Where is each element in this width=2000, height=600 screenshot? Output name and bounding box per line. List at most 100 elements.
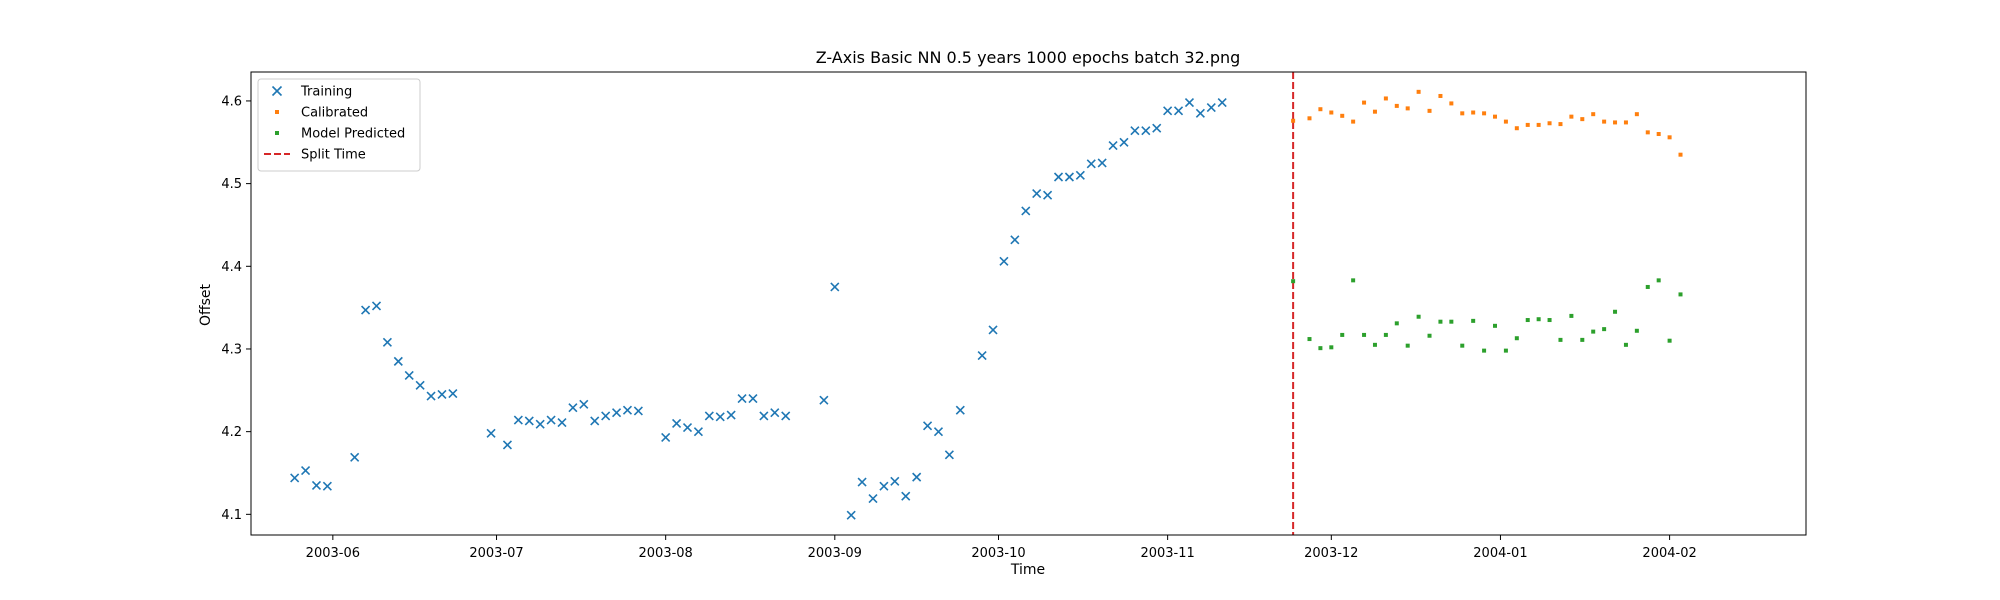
model-predicted-point: [1656, 278, 1661, 283]
model-predicted-point: [1547, 318, 1552, 323]
calibrated-point: [1482, 111, 1487, 116]
model-predicted-point: [1645, 284, 1650, 289]
series-calibrated: [1291, 89, 1683, 157]
training-point: [661, 432, 671, 443]
training-point-stroke: [568, 403, 578, 413]
training-point: [611, 408, 622, 418]
training-point: [1173, 106, 1184, 116]
y-axis: 4.1 4.2 4.3 4.4 4.5 4.6: [221, 94, 251, 523]
calibrated-point: [1416, 89, 1421, 94]
training-point-stroke: [382, 337, 392, 347]
training-point: [557, 417, 567, 428]
training-point-stroke: [1108, 141, 1118, 151]
calibrated-point: [1656, 132, 1661, 137]
model-predicted-point: [1569, 313, 1574, 318]
training-point-stroke: [857, 477, 867, 487]
training-point: [759, 411, 769, 421]
model-predicted-point: [1580, 337, 1585, 342]
model-predicted-point: [1678, 292, 1683, 297]
training-point-stroke: [290, 473, 300, 483]
y-tick-label: 4.1: [221, 508, 242, 523]
training-point: [682, 422, 693, 433]
training-point-stroke: [868, 494, 878, 504]
model-predicted-point: [1591, 329, 1596, 334]
training-point: [715, 412, 725, 422]
y-tick-label: 4.5: [221, 177, 242, 192]
training-point: [1032, 188, 1042, 199]
x-tick-label: 2003-10: [971, 546, 1025, 561]
training-point-stroke: [1184, 98, 1195, 108]
calibrated-point: [1558, 122, 1563, 127]
training-point-stroke: [748, 394, 758, 404]
model-predicted-point: [1427, 333, 1432, 338]
training-point-stroke: [682, 422, 693, 433]
training-point-stroke: [759, 411, 769, 421]
model-predicted-point: [1493, 323, 1497, 328]
model-predicted-point: [1372, 342, 1377, 347]
calibrated-point: [1602, 119, 1607, 124]
training-point-stroke: [1053, 172, 1064, 182]
training-point: [1086, 159, 1096, 169]
training-point-stroke: [955, 405, 965, 415]
x-axis-label: Time: [1010, 562, 1045, 578]
training-point: [311, 480, 322, 490]
training-point: [868, 494, 878, 504]
model-predicted-point: [1602, 327, 1607, 332]
training-point: [672, 418, 682, 428]
training-point-stroke: [546, 415, 556, 425]
model-predicted-point: [1503, 348, 1508, 353]
training-point-stroke: [704, 411, 714, 421]
training-point-stroke: [622, 405, 633, 415]
training-point: [944, 450, 954, 460]
calibrated-point: [1362, 100, 1367, 105]
training-point: [546, 415, 556, 425]
training-point: [486, 428, 496, 438]
calibrated-point: [1329, 110, 1334, 115]
training-point: [1184, 98, 1195, 108]
training-point: [901, 491, 911, 501]
calibrated-point: [1372, 109, 1377, 114]
model-predicted-point: [1340, 332, 1345, 337]
training-point-stroke: [1064, 172, 1074, 182]
training-point-stroke: [737, 394, 747, 404]
calibrated-point: [1591, 112, 1596, 117]
calibrated-point: [1340, 113, 1345, 118]
y-tick-label: 4.6: [221, 94, 242, 109]
x-tick-label: 2004-01: [1473, 546, 1527, 561]
calibrated-point: [1460, 111, 1465, 116]
training-point-stroke: [912, 472, 922, 482]
model-predicted-point: [1613, 309, 1618, 314]
training-point: [1195, 108, 1205, 118]
model-predicted-point: [1416, 314, 1421, 319]
model-predicted-point: [1667, 338, 1672, 343]
training-point-stroke: [311, 480, 322, 490]
training-point: [633, 406, 643, 416]
training-point: [770, 408, 780, 418]
model-predicted-point: [1394, 321, 1399, 326]
training-point: [857, 477, 867, 487]
model-predicted-point: [1623, 342, 1628, 347]
training-point-stroke: [781, 411, 791, 421]
training-point: [371, 301, 382, 311]
training-point: [568, 403, 578, 413]
calibrated-point: [1667, 135, 1672, 140]
training-point-stroke: [437, 389, 447, 400]
training-point: [1043, 190, 1053, 200]
calibrated-point: [1634, 112, 1639, 117]
calibrated-point: [1318, 107, 1323, 112]
training-point: [290, 473, 300, 483]
model-predicted-point: [1460, 343, 1465, 348]
training-point-stroke: [715, 412, 725, 422]
legend-swatch-calibrated: [275, 110, 279, 114]
model-predicted-point: [1634, 328, 1639, 333]
calibrated-point: [1569, 114, 1574, 119]
training-point: [999, 256, 1009, 266]
training-point-stroke: [922, 421, 933, 431]
training-point-stroke: [726, 410, 736, 420]
training-point: [1010, 235, 1020, 245]
training-point: [1163, 106, 1173, 116]
model-predicted-point: [1329, 345, 1334, 350]
chart-title: Z-Axis Basic NN 0.5 years 1000 epochs ba…: [816, 48, 1241, 67]
training-point-stroke: [999, 256, 1009, 266]
